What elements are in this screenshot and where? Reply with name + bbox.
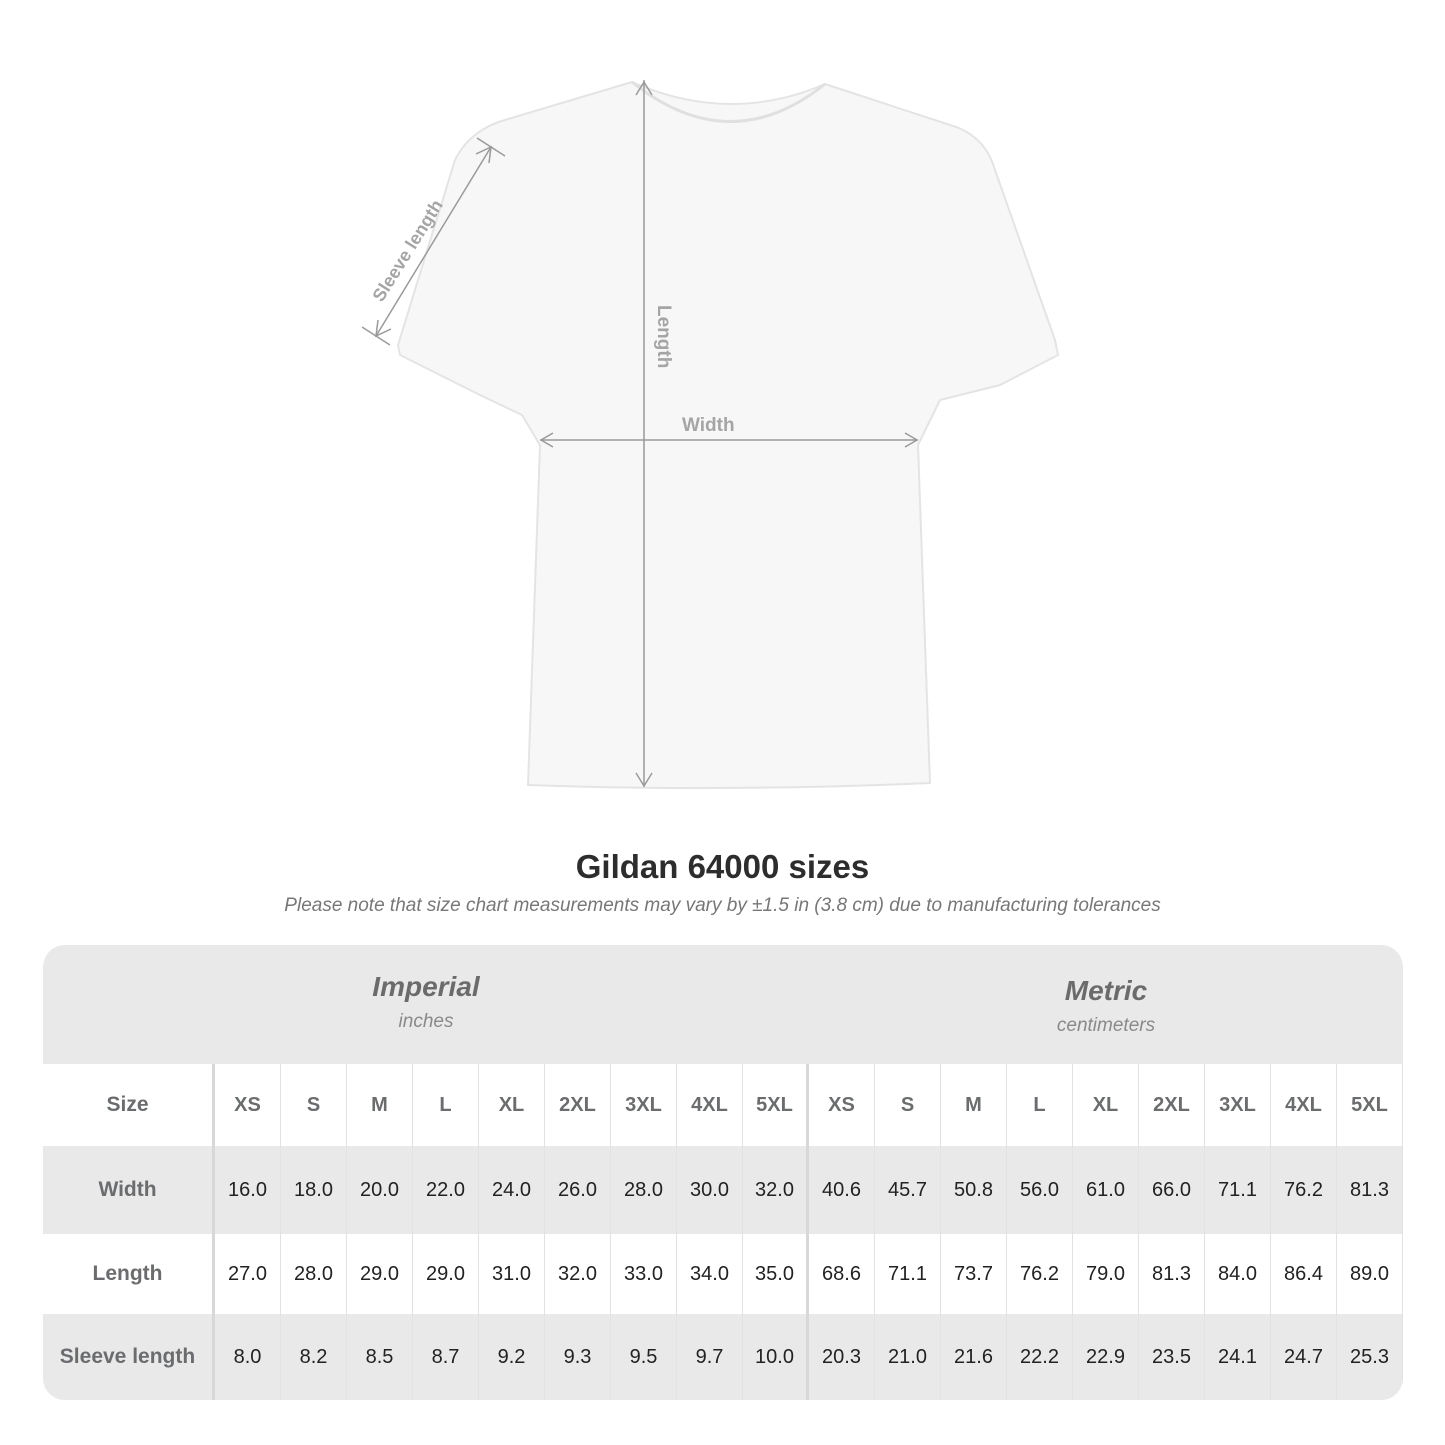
- imperial-value-cell: 8.7: [413, 1314, 479, 1400]
- size-header-imperial: L: [413, 1064, 479, 1146]
- metric-value-cell: 66.0: [1139, 1146, 1205, 1234]
- tshirt-shape: [396, 80, 1060, 790]
- size-header-metric: XS: [809, 1064, 875, 1146]
- metric-value-cell: 21.6: [941, 1314, 1007, 1400]
- imperial-value-cell: 16.0: [215, 1146, 281, 1234]
- metric-value-cell: 45.7: [875, 1146, 941, 1234]
- table-row: Width 16.0 18.0 20.0 22.0 24.0 26.0 28.0 30.0 32.…: [43, 1146, 1403, 1234]
- metric-value-cell: 89.0: [1337, 1234, 1403, 1314]
- metric-value-cell: 25.3: [1337, 1314, 1403, 1400]
- tolerance-note: Please note that size chart measurements…: [284, 895, 1161, 916]
- imperial-value-cell: 30.0: [677, 1146, 743, 1234]
- metric-value-cell: 71.1: [1205, 1146, 1271, 1234]
- imperial-value-cell: 31.0: [479, 1234, 545, 1314]
- imperial-value-cell: 27.0: [215, 1234, 281, 1314]
- metric-value-cell: 24.1: [1205, 1314, 1271, 1400]
- size-header-metric: 4XL: [1271, 1064, 1337, 1146]
- imperial-value-cell: 29.0: [413, 1234, 479, 1314]
- size-header-imperial: S: [281, 1064, 347, 1146]
- size-header-metric: L: [1007, 1064, 1073, 1146]
- size-table: Imperial inches Metric centimeters Size X…: [43, 945, 1403, 1400]
- metric-value-cell: 71.1: [875, 1234, 941, 1314]
- imperial-value-cell: 9.7: [677, 1314, 743, 1400]
- metric-value-cell: 40.6: [809, 1146, 875, 1234]
- imperial-value-cell: 29.0: [347, 1234, 413, 1314]
- metric-value-cell: 84.0: [1205, 1234, 1271, 1314]
- size-header-metric: S: [875, 1064, 941, 1146]
- size-header-metric: XL: [1073, 1064, 1139, 1146]
- size-header-imperial: XS: [215, 1064, 281, 1146]
- imperial-value-cell: 35.0: [743, 1234, 809, 1314]
- imperial-value-cell: 32.0: [545, 1234, 611, 1314]
- metric-value-cell: 22.9: [1073, 1314, 1139, 1400]
- imperial-value-cell: 34.0: [677, 1234, 743, 1314]
- metric-title: Metric: [1064, 975, 1148, 1006]
- metric-value-cell: 21.0: [875, 1314, 941, 1400]
- imperial-value-cell: 9.5: [611, 1314, 677, 1400]
- table-row: Length 27.0 28.0 29.0 29.0 31.0 32.0 33.0 34.0 35…: [43, 1234, 1403, 1314]
- metric-value-cell: 20.3: [809, 1314, 875, 1400]
- imperial-unit: inches: [398, 1011, 454, 1032]
- metric-unit: centimeters: [1056, 1015, 1156, 1036]
- metric-value-cell: 81.3: [1139, 1234, 1205, 1314]
- imperial-title: Imperial: [372, 971, 480, 1002]
- metric-value-cell: 61.0: [1073, 1146, 1139, 1234]
- size-header-imperial: 5XL: [743, 1064, 809, 1146]
- row-label: Width: [43, 1146, 215, 1234]
- metric-value-cell: 56.0: [1007, 1146, 1073, 1234]
- metric-value-cell: 73.7: [941, 1234, 1007, 1314]
- size-header-imperial: 2XL: [545, 1064, 611, 1146]
- row-label: Length: [43, 1234, 215, 1314]
- imperial-value-cell: 26.0: [545, 1146, 611, 1234]
- size-header-row: Size XS S M L XL 2XL 3XL 4XL 5XL XS S M L XL 2XL 3XL 4XL 5…: [43, 1064, 1403, 1146]
- size-header-imperial: XL: [479, 1064, 545, 1146]
- imperial-value-cell: 9.2: [479, 1314, 545, 1400]
- imperial-value-cell: 8.5: [347, 1314, 413, 1400]
- imperial-value-cell: 33.0: [611, 1234, 677, 1314]
- imperial-value-cell: 32.0: [743, 1146, 809, 1234]
- imperial-header: Imperial inches: [215, 945, 637, 1064]
- size-header-imperial: 4XL: [677, 1064, 743, 1146]
- size-header-metric: M: [941, 1064, 1007, 1146]
- metric-value-cell: 68.6: [809, 1234, 875, 1314]
- metric-value-cell: 76.2: [1271, 1146, 1337, 1234]
- imperial-value-cell: 8.2: [281, 1314, 347, 1400]
- imperial-value-cell: 22.0: [413, 1146, 479, 1234]
- table-row: Sleeve length 8.0 8.2 8.5 8.7 9.2 9.3 9.5 9.7 10.…: [43, 1314, 1403, 1400]
- metric-value-cell: 86.4: [1271, 1234, 1337, 1314]
- metric-value-cell: 23.5: [1139, 1314, 1205, 1400]
- size-header-metric: 2XL: [1139, 1064, 1205, 1146]
- imperial-value-cell: 20.0: [347, 1146, 413, 1234]
- length-label: Length: [653, 305, 674, 368]
- metric-value-cell: 24.7: [1271, 1314, 1337, 1400]
- imperial-value-cell: 18.0: [281, 1146, 347, 1234]
- size-header-metric: 3XL: [1205, 1064, 1271, 1146]
- tshirt-diagram: Sleeve length Length Width: [361, 80, 1060, 790]
- tshirt-collar: [631, 80, 826, 123]
- imperial-value-cell: 24.0: [479, 1146, 545, 1234]
- page-title: Gildan 64000 sizes: [575, 848, 870, 885]
- size-header-imperial: 3XL: [611, 1064, 677, 1146]
- width-label: Width: [682, 415, 735, 436]
- metric-value-cell: 76.2: [1007, 1234, 1073, 1314]
- sleeve-arrow: [375, 146, 492, 337]
- metric-value-cell: 22.2: [1007, 1314, 1073, 1400]
- size-header-metric: 5XL: [1337, 1064, 1403, 1146]
- metric-value-cell: 50.8: [941, 1146, 1007, 1234]
- imperial-value-cell: 8.0: [215, 1314, 281, 1400]
- metric-header: Metric centimeters: [809, 945, 1403, 1064]
- size-header-imperial: M: [347, 1064, 413, 1146]
- imperial-value-cell: 9.3: [545, 1314, 611, 1400]
- imperial-value-cell: 10.0: [743, 1314, 809, 1400]
- row-label: Sleeve length: [43, 1314, 215, 1400]
- imperial-value-cell: 28.0: [281, 1234, 347, 1314]
- imperial-value-cell: 28.0: [611, 1146, 677, 1234]
- metric-value-cell: 79.0: [1073, 1234, 1139, 1314]
- metric-value-cell: 81.3: [1337, 1146, 1403, 1234]
- size-label: Size: [43, 1064, 215, 1146]
